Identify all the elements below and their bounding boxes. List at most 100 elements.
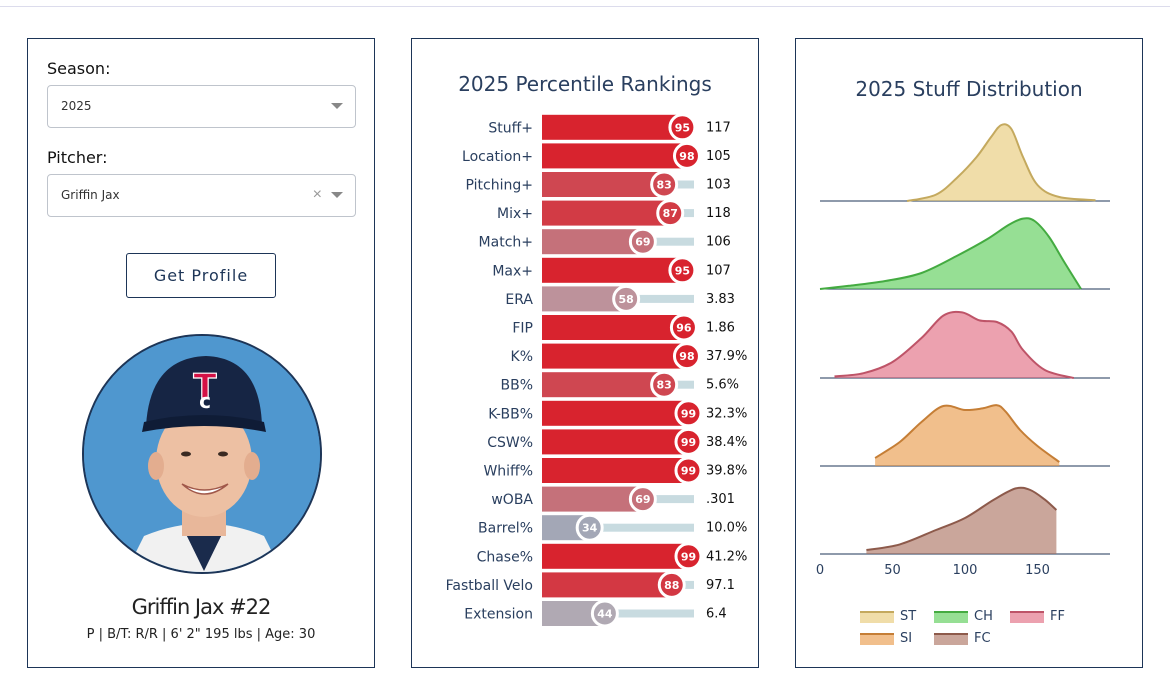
x-tick-label: 0 (816, 563, 824, 578)
metric-label: Pitching+ (466, 178, 533, 194)
percentile-row: Pitching+ 83 103 (466, 170, 731, 199)
percentile-chart-title: 2025 Percentile Rankings (458, 72, 712, 96)
density-area (820, 218, 1081, 289)
legend-swatch (934, 611, 968, 623)
density-line (834, 310, 1075, 379)
stuff-distribution-panel: 2025 Stuff Distribution 0 50 100 150 ST CH FF… (795, 38, 1143, 668)
percentile-value: 88 (664, 579, 679, 592)
x-tick-label: 150 (1025, 563, 1050, 578)
metric-label: wOBA (491, 492, 533, 508)
percentile-marker (672, 342, 701, 371)
stat-value: 37.9% (706, 349, 747, 364)
density-area (907, 124, 1096, 201)
percentile-marker (669, 313, 698, 342)
chevron-down-icon[interactable] (331, 103, 343, 109)
percentile-marker (672, 141, 701, 170)
metric-label: Mix+ (497, 206, 533, 222)
metric-label: Fastball Velo (446, 578, 533, 594)
percentile-value: 98 (679, 150, 694, 163)
x-tick-label: 50 (884, 563, 901, 578)
metric-label: ERA (505, 292, 533, 308)
clear-icon[interactable]: × (312, 186, 322, 203)
percentile-marker (656, 199, 685, 228)
season-dropdown[interactable]: 2025 (47, 85, 356, 128)
legend-swatch (860, 611, 894, 623)
get-profile-button[interactable]: Get Profile (126, 253, 276, 298)
percentile-chart: Stuff+ 95 117 Location+ 98 105 Pitching+ 83 103 M… (446, 113, 747, 628)
percentile-value: 98 (679, 350, 694, 363)
percentile-marker (674, 399, 703, 428)
stat-value: 105 (706, 149, 731, 164)
percentile-marker (575, 513, 604, 542)
season-label: Season: (47, 59, 111, 78)
percentile-value: 96 (676, 322, 692, 335)
season-value: 2025 (61, 99, 92, 113)
distribution-chart-title: 2025 Stuff Distribution (855, 77, 1083, 101)
percentile-rankings-panel: 2025 Percentile Rankings Stuff+ 95 117 Loca… (411, 38, 759, 668)
metric-label: Max+ (492, 263, 533, 279)
percentile-bar (542, 315, 688, 340)
percentile-value: 95 (675, 121, 690, 134)
density-line (906, 123, 1096, 202)
percentile-bar (542, 572, 676, 598)
percentile-value: 83 (657, 379, 672, 392)
metric-label: K-BB% (488, 406, 533, 422)
percentile-row: CSW% 99 38.4% (487, 427, 747, 456)
pitcher-label: Pitcher: (47, 148, 108, 167)
percentile-value: 83 (657, 179, 672, 192)
percentile-marker (612, 284, 641, 313)
density-line (819, 217, 1082, 290)
stat-value: 97.1 (706, 578, 735, 593)
percentile-value: 99 (681, 550, 696, 563)
pitcher-value: Griffin Jax (61, 188, 120, 202)
percentile-row: wOBA 69 .301 (491, 485, 735, 514)
distribution-legend: ST CH FF SI FC (796, 609, 1142, 649)
percentile-row: ERA 58 3.83 (505, 284, 735, 313)
svg-text:T: T (193, 367, 217, 407)
percentile-row: K-BB% 99 32.3% (488, 399, 747, 428)
density-st (820, 123, 1110, 202)
density-si (820, 404, 1110, 467)
percentile-bar (542, 257, 687, 283)
density-ff (820, 310, 1110, 379)
percentile-value: 34 (582, 522, 598, 535)
stat-value: 10.0% (706, 521, 747, 536)
percentile-row: Whiff% 99 39.8% (483, 456, 747, 485)
player-selector-panel: Season: 2025 Pitcher: Griffin Jax × Get … (27, 38, 375, 668)
stat-value: 41.2% (706, 549, 747, 564)
percentile-bar (542, 343, 691, 369)
stat-value: 6.4 (706, 607, 727, 622)
stat-value: 3.83 (706, 292, 735, 307)
percentile-row: Chase% 99 41.2% (477, 542, 747, 571)
percentile-bar (542, 458, 693, 483)
stat-value: 39.8% (706, 464, 747, 479)
legend-label: FC (974, 631, 991, 646)
metric-label: Barrel% (478, 521, 533, 537)
svg-text:c: c (199, 389, 211, 413)
legend-swatch (934, 633, 968, 645)
percentile-value: 99 (681, 436, 696, 449)
percentile-row: Extension 44 6.4 (464, 599, 727, 628)
percentile-marker (590, 599, 619, 628)
distribution-chart: 0 50 100 150 (816, 123, 1110, 578)
density-ch (819, 217, 1110, 290)
legend-label: FF (1050, 609, 1065, 624)
percentile-row: K% 98 37.9% (511, 342, 747, 371)
pitcher-dropdown[interactable]: Griffin Jax × (47, 174, 356, 217)
legend-swatch (860, 633, 894, 645)
percentile-row: BB% 83 5.6% (500, 370, 739, 399)
metric-label: BB% (500, 378, 533, 394)
metric-label: CSW% (487, 435, 533, 451)
stat-value: 118 (706, 206, 731, 221)
percentile-bar (542, 429, 693, 455)
metric-label: Whiff% (483, 464, 533, 480)
player-photo: T c (84, 336, 320, 572)
percentile-bar (542, 400, 693, 426)
metric-label: Chase% (477, 549, 533, 565)
percentile-bar (542, 172, 669, 197)
legend-swatch (1010, 611, 1044, 623)
percentile-row: FIP 96 1.86 (512, 313, 735, 342)
chevron-down-icon[interactable] (331, 192, 343, 198)
percentile-marker (674, 456, 703, 485)
stat-value: 38.4% (706, 435, 747, 450)
